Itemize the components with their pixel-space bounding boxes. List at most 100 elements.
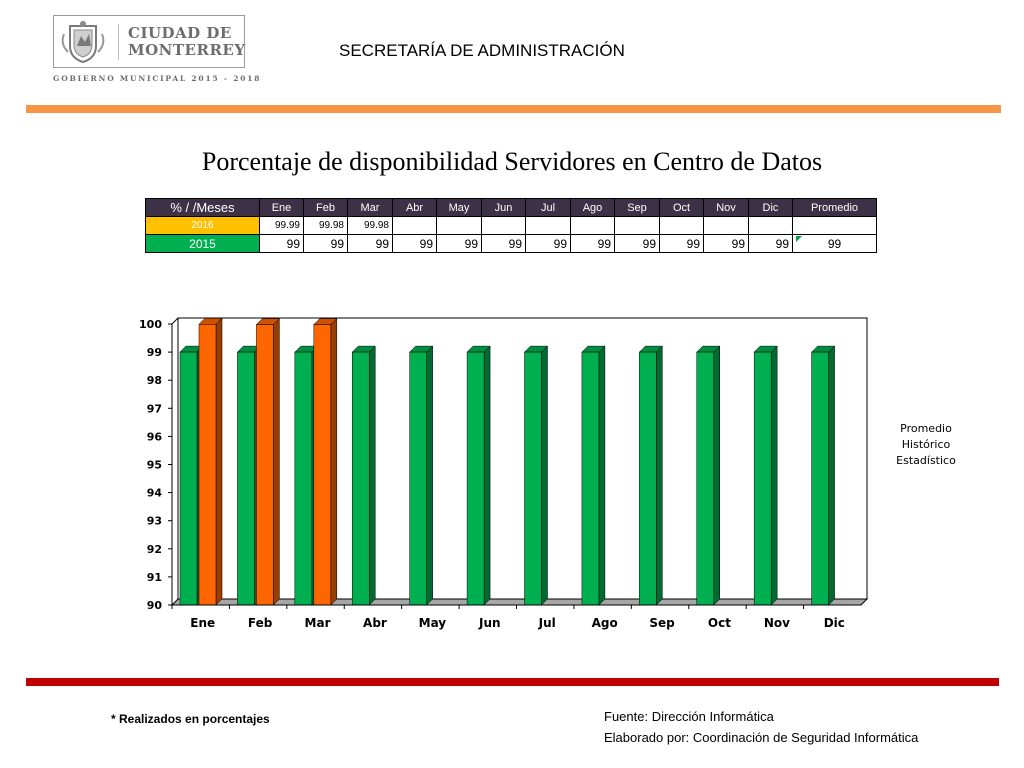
x-tick-label: Jul (538, 616, 556, 630)
coat-of-arms-icon (61, 21, 105, 64)
y-tick-label: 97 (147, 402, 162, 415)
y-tick-label: 90 (147, 599, 163, 612)
bar-side-2015 (828, 345, 835, 606)
bar-side-2015 (369, 345, 376, 606)
x-tick-label: Ago (592, 616, 618, 630)
bar-2015 (753, 351, 772, 606)
table-cell: 99 (525, 234, 571, 253)
logo-line-2: MONTERREY (128, 41, 246, 59)
x-tick-label: Dic (824, 616, 845, 630)
table-cell: 99 (259, 234, 304, 253)
x-tick-label: Feb (248, 616, 273, 630)
plot-back-wall (177, 317, 868, 600)
y-tick-label: 100 (139, 318, 162, 331)
table-cell (570, 216, 615, 235)
average-cell: 99 (792, 234, 877, 253)
table-cell (525, 216, 571, 235)
table-cell (703, 216, 749, 235)
month-header: Ago (570, 198, 615, 217)
x-tick-label: Jun (478, 616, 501, 630)
source-credit: Fuente: Dirección Informática (604, 709, 774, 724)
bar-2015 (179, 351, 198, 606)
table-corner-label: % / /Meses (145, 198, 260, 217)
month-header: Dic (748, 198, 793, 217)
table-cell: 99 (570, 234, 615, 253)
y-tick-label: 94 (147, 487, 163, 500)
table-cell: 99 (659, 234, 704, 253)
logo-name: CIUDAD DE MONTERREY (128, 25, 246, 59)
table-cell: 99 (614, 234, 660, 253)
bar-2016 (313, 324, 332, 606)
month-header: Mar (347, 198, 393, 217)
table-cell (659, 216, 704, 235)
table-cell: 99 (703, 234, 749, 253)
legend-line: Estadístico (896, 454, 956, 467)
bar-side-2015 (426, 345, 433, 606)
government-period: GOBIERNO MUNICIPAL 2015 - 2018 (53, 74, 262, 83)
legend-line: Promedio (900, 422, 952, 435)
table-cell: 99 (436, 234, 482, 253)
table-cell (481, 216, 526, 235)
y-tick-label: 92 (147, 543, 162, 556)
bar-2015 (639, 351, 657, 606)
month-header: Jul (525, 198, 571, 217)
table-row: 2015 99 99 99 99 99 99 99 99 99 99 99 99… (145, 234, 877, 253)
axis-corner (171, 317, 179, 325)
x-tick-label: Nov (764, 616, 790, 630)
bar-2015 (409, 351, 427, 606)
table-cell: 99.98 (347, 216, 393, 235)
year-label-2016: 2016 (145, 216, 260, 235)
x-tick-label: Mar (305, 616, 331, 630)
bar-side-2015 (656, 345, 663, 606)
table-cell (392, 216, 437, 235)
x-tick-label: Abr (363, 616, 387, 630)
bar-2015 (524, 351, 542, 606)
table-row: 2016 99.99 99.98 99.98 (145, 216, 877, 235)
legend-line: Histórico (901, 438, 951, 451)
bar-side-2015 (598, 345, 606, 606)
month-header: Sep (614, 198, 660, 217)
month-header: Feb (303, 198, 348, 217)
department-title: SECRETARÍA DE ADMINISTRACIÓN (339, 41, 625, 60)
bar-side-2016 (215, 317, 223, 606)
table-cell (436, 216, 482, 235)
bar-2015 (466, 351, 485, 606)
availability-table: % / /Meses Ene Feb Mar Abr May Jun Jul A… (145, 198, 877, 253)
bar-2015 (237, 351, 255, 606)
bar-side-2016 (273, 317, 280, 606)
bar-2015 (352, 351, 370, 606)
bar-2016 (256, 324, 274, 606)
bar-side-2016 (330, 317, 338, 606)
month-header: Nov (703, 198, 749, 217)
logo-line-1: CIUDAD DE (128, 24, 232, 42)
logo-divider (118, 24, 119, 60)
x-tick-label: Oct (708, 616, 731, 630)
table-cell: 99 (392, 234, 437, 253)
page-title: Porcentaje de disponibilidad Servidores … (201, 147, 823, 176)
x-tick-label: May (419, 616, 447, 630)
table-cell: 99 (303, 234, 348, 253)
orange-rule (26, 105, 1001, 113)
month-header: Abr (392, 198, 437, 217)
bar-side-2015 (483, 345, 491, 606)
month-header: Oct (659, 198, 704, 217)
bar-side-2015 (713, 345, 720, 606)
month-header: Ene (259, 198, 304, 217)
x-tick-label: Sep (649, 616, 675, 630)
x-tick-label: Ene (190, 616, 215, 630)
average-cell (792, 216, 877, 235)
footnote: * Realizados en porcentajes (111, 712, 270, 726)
bar-side-2015 (770, 345, 778, 606)
bar-2015 (294, 351, 313, 606)
table-cell: 99 (347, 234, 393, 253)
bar-side-2015 (541, 345, 548, 606)
table-cell: 99 (481, 234, 526, 253)
table-cell (748, 216, 793, 235)
y-tick-label: 99 (147, 346, 162, 359)
table-header-row: % / /Meses Ene Feb Mar Abr May Jun Jul A… (145, 198, 877, 217)
average-header: Promedio (792, 198, 877, 217)
bar-2016 (198, 324, 217, 606)
month-header: Jun (481, 198, 526, 217)
city-logo: CIUDAD DE MONTERREY (53, 15, 245, 68)
bar-2015 (581, 351, 600, 606)
